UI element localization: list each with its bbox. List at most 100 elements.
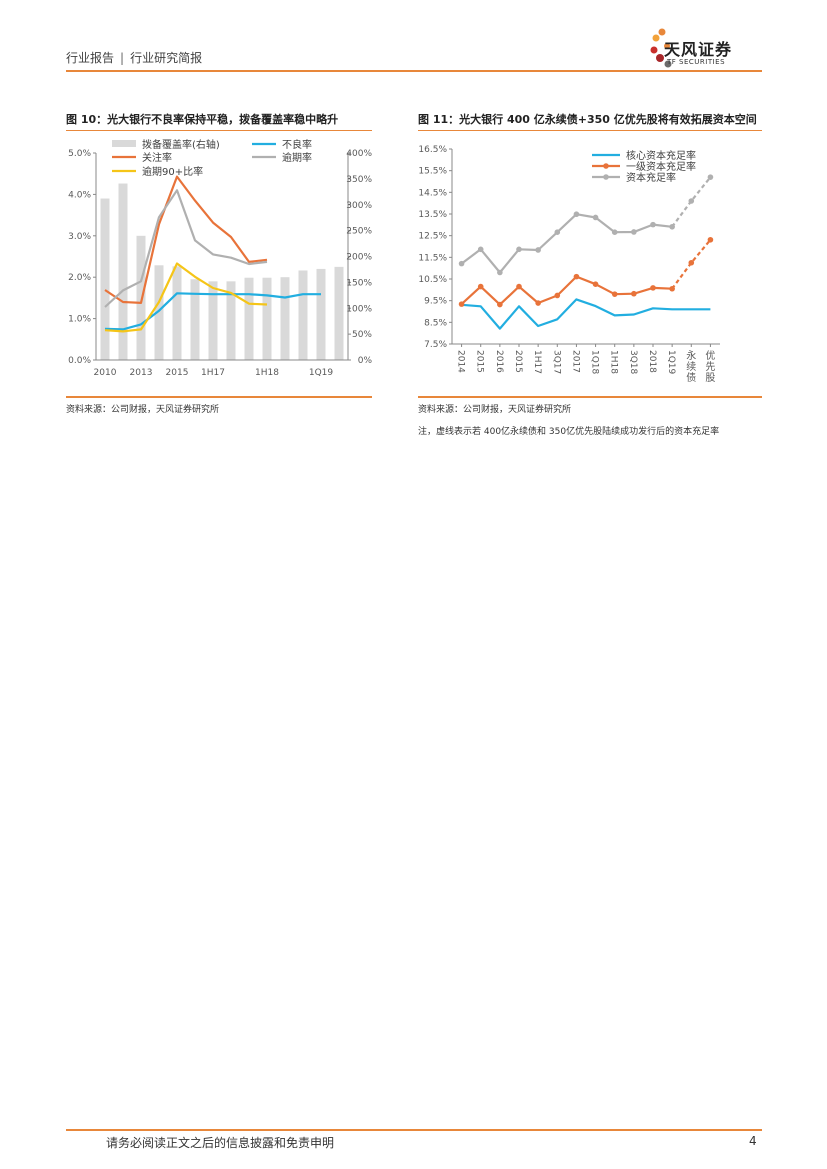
left-axis-tick-label: 4.0%: [68, 190, 91, 200]
data-point-marker: [458, 301, 465, 307]
y-axis-tick-label: 15.5%: [418, 167, 447, 177]
y-axis-tick-label: 16.5%: [418, 145, 447, 155]
provision-coverage-bar: [226, 281, 236, 360]
x-axis-tick-label: 1H17: [532, 350, 542, 374]
x-axis-tick-label: 3Q17: [551, 350, 561, 374]
data-point-marker: [573, 273, 580, 280]
y-axis-tick-label: 14.5%: [418, 188, 447, 198]
right-axis-tick-label: 100%: [346, 304, 372, 314]
x-axis-tick-label: 2017: [570, 350, 580, 373]
x-axis-tick-label: 1Q19: [309, 368, 334, 378]
data-point-marker: [650, 221, 656, 228]
provision-coverage-bar: [298, 270, 308, 360]
provision-coverage-bar: [280, 277, 290, 360]
provision-coverage-bar: [190, 279, 200, 360]
tf-securities-logo-icon: [650, 28, 672, 68]
figure11-source: 资料来源：公司财报，天风证券研究所: [418, 405, 572, 415]
data-point-marker: [573, 211, 580, 218]
y-axis-tick-label: 7.5%: [424, 340, 447, 350]
right-axis-tick-label: 150%: [346, 278, 372, 288]
overdue-ratio-line: [104, 189, 268, 308]
tier1-capital-ratio-line-projected: [671, 239, 712, 290]
x-axis-tick-label: 永续债: [686, 349, 696, 384]
header-subcategory: 行业研究简报: [130, 51, 203, 65]
legend-label: 逾期90+比率: [142, 165, 203, 178]
x-axis-tick-label: 2015: [513, 350, 523, 373]
y-axis-tick-label: 9.5%: [424, 297, 447, 307]
right-axis-tick-label: 200%: [346, 253, 372, 263]
page-number: 4: [749, 1134, 757, 1148]
x-axis-tick-label: 1Q18: [590, 350, 600, 375]
data-point-marker: [477, 246, 484, 253]
provision-coverage-bar: [172, 266, 182, 360]
capital-adequacy-ratio-line-projected: [671, 176, 712, 228]
data-point-marker: [497, 269, 503, 276]
data-point-marker: [669, 223, 675, 230]
legend-marker: [603, 174, 609, 180]
y-axis-tick-label: 8.5%: [424, 318, 447, 328]
data-point-marker: [688, 198, 695, 204]
logo-name-en: TF SECURITIES: [667, 58, 726, 66]
provision-coverage-bar: [244, 277, 254, 360]
header-category: 行业报告: [66, 51, 115, 65]
data-point-marker: [707, 236, 714, 243]
provision-coverage-bar: [100, 198, 110, 360]
footer-disclaimer: 请务必阅读正文之后的信息披露和免责申明: [106, 1136, 335, 1150]
provision-coverage-bar: [316, 268, 326, 360]
core-capital-ratio-line: [461, 298, 711, 330]
data-point-marker: [631, 290, 637, 297]
x-axis-tick-label: 优先股: [705, 349, 715, 384]
data-point-marker: [592, 214, 599, 221]
data-point-marker: [535, 247, 541, 253]
left-axis-tick-label: 5.0%: [68, 149, 91, 159]
provision-coverage-bar: [118, 183, 128, 360]
provision-coverage-bar: [334, 266, 344, 360]
data-point-marker: [688, 259, 695, 266]
npl-ratio-line: [104, 292, 321, 331]
figure11-bottom-rule: [418, 396, 762, 398]
figure11-chart: 7.5% 8.5% 9.5% 10.5% 11.5% 12.5% 13.5% 14.5% 15.…: [418, 145, 720, 384]
x-axis-tick-label: 3Q18: [628, 350, 638, 375]
data-point-marker: [611, 229, 618, 235]
right-axis-tick-label: 0%: [358, 356, 373, 366]
x-axis-tick-label: 2016: [494, 350, 504, 373]
header-rule: [66, 70, 762, 72]
x-axis-tick-label: 1H17: [201, 368, 225, 378]
data-point-marker: [631, 229, 637, 235]
right-axis-tick-label: 400%: [346, 149, 372, 159]
right-axis-tick-label: 300%: [346, 201, 372, 211]
x-axis-tick-label: 2010: [94, 368, 117, 378]
figure10-bottom-rule: [66, 396, 372, 398]
data-point-marker: [535, 300, 541, 306]
y-axis-tick-label: 12.5%: [418, 232, 447, 242]
special-mention-ratio-line: [104, 175, 268, 304]
left-axis-tick-label: 1.0%: [68, 315, 91, 325]
capital-adequacy-ratio-line: [460, 213, 673, 274]
data-point-marker: [516, 246, 522, 253]
y-axis-tick-label: 13.5%: [418, 210, 447, 220]
header-separator: |: [120, 51, 125, 65]
figure10-top-rule: [66, 130, 372, 131]
provision-coverage-bar: [136, 235, 146, 360]
x-axis-tick-label: 1H18: [609, 350, 619, 374]
y-axis-tick-label: 10.5%: [418, 275, 447, 285]
figure11-title: 图 11：光大银行 400 亿永续债+350 亿优先股将有效拓展资本空间: [418, 113, 757, 126]
data-point-marker: [458, 260, 465, 267]
provision-coverage-bar: [262, 277, 272, 360]
legend-label: 资本充足率: [626, 171, 676, 184]
data-point-marker: [497, 301, 503, 308]
figure11-note: 注，虚线表示若 400亿永续债和 350亿优先股陆续成功发行后的资本充足率: [418, 427, 720, 437]
provision-coverage-bar: [154, 265, 164, 360]
provision-coverage-bar: [208, 281, 218, 360]
legend-marker: [603, 163, 609, 169]
legend-label: 拨备覆盖率(右轴): [142, 138, 220, 151]
x-axis-tick-label: 1Q19: [666, 350, 676, 375]
data-point-marker: [592, 281, 599, 287]
legend-label: 核心资本充足率: [626, 149, 696, 162]
legend-label: 关注率: [142, 151, 172, 164]
left-axis-tick-label: 2.0%: [68, 273, 91, 283]
x-axis-tick-label: 2015: [475, 350, 485, 373]
x-axis-tick-label: 1H18: [255, 368, 279, 378]
figure11-top-rule: [418, 130, 762, 131]
overdue-90-ratio-line: [104, 262, 268, 333]
